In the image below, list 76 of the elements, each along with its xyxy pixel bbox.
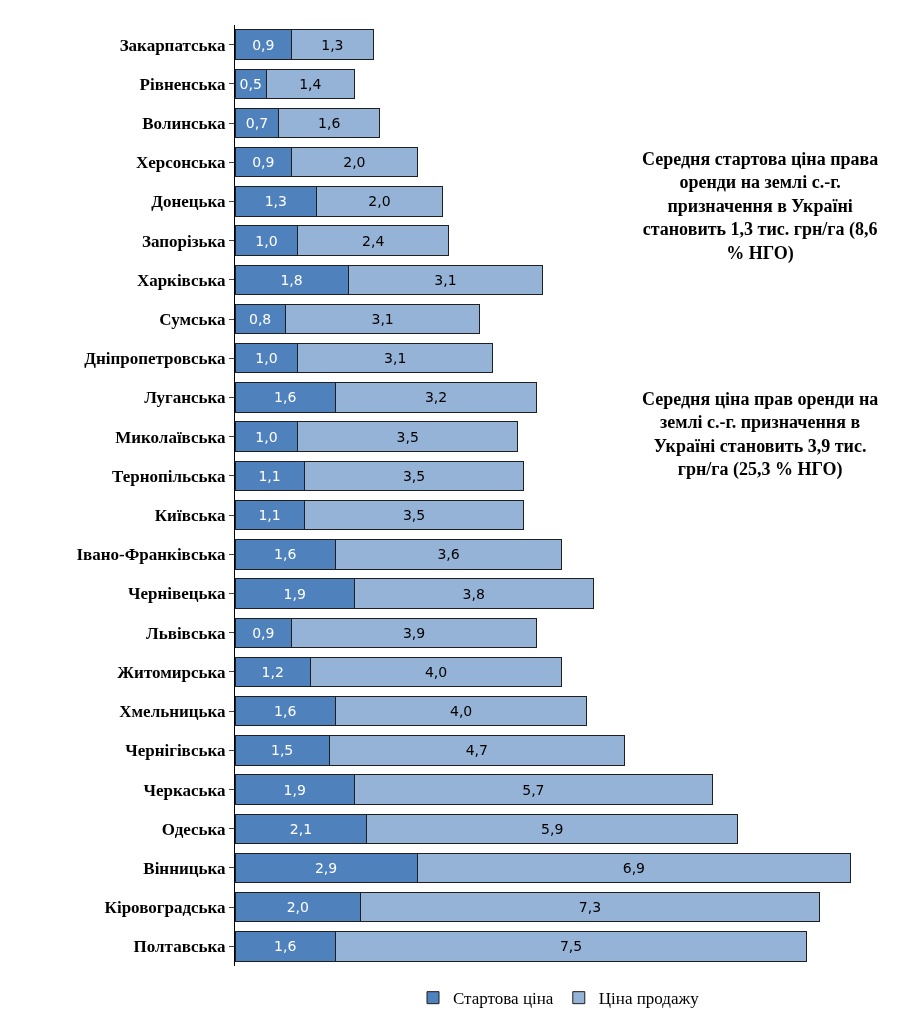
y-tick-label: Чернівецька <box>128 584 227 604</box>
y-tick-label: Харківська <box>136 270 227 290</box>
y-tick-label: Рівненська <box>139 74 227 94</box>
data-label: 1,0 <box>255 428 278 445</box>
data-label: 1,3 <box>321 36 344 53</box>
y-tick-label: Миколаївська <box>115 427 227 447</box>
y-tick-label: Житомирська <box>117 662 227 682</box>
data-label: 0,7 <box>245 115 269 132</box>
y-tick-label: Луганська <box>144 388 227 408</box>
data-label: 1,5 <box>270 742 294 759</box>
data-label: 1,2 <box>261 663 284 680</box>
y-tick-label: Львівська <box>146 623 227 643</box>
data-label: 1,4 <box>299 75 322 92</box>
y-tick-label: Полтавська <box>133 937 227 957</box>
y-tick-label: Запорізька <box>142 231 227 251</box>
data-label: 0,8 <box>248 311 272 328</box>
data-label: 3,2 <box>424 389 448 406</box>
annotation: Середня стартова ціна права оренди на землі с.-г. призначення в Україні становить 1,3 тис. грн/га (8,6 % НГО) <box>642 149 879 264</box>
data-label: 0,5 <box>239 75 262 92</box>
y-tick-label: Дніпропетровська <box>84 349 227 369</box>
data-label: 1,6 <box>318 115 341 132</box>
y-tick-label: Черкаська <box>143 780 227 800</box>
data-label: 2,0 <box>368 193 391 210</box>
y-tick-label: Одеська <box>161 819 227 839</box>
data-label: 4,0 <box>450 703 473 720</box>
y-tick-label: Тернопільська <box>111 466 227 486</box>
data-label: 3,5 <box>402 467 426 484</box>
data-label: 1,6 <box>274 703 297 720</box>
y-tick-label: Чернігівська <box>125 741 227 761</box>
data-label: 2,0 <box>286 899 309 916</box>
data-label: 5,9 <box>541 820 564 837</box>
data-label: 1,6 <box>274 389 297 406</box>
data-label: 0,9 <box>252 36 275 53</box>
data-label: 1,6 <box>274 546 297 563</box>
data-label: 3,5 <box>396 428 419 445</box>
data-label: 3,1 <box>384 350 407 367</box>
annotation: Середня ціна прав оренди на землі с.-г. призначення в Україні становить 3,9 тис. грн/га (25,3 % НГО) <box>642 389 879 481</box>
data-label: 3,6 <box>437 546 460 563</box>
y-tick-label: Кіровоградська <box>104 898 227 918</box>
data-label: 1,1 <box>258 467 281 484</box>
data-label: 3,1 <box>371 311 394 328</box>
legend-label: Стартова ціна <box>453 989 554 1009</box>
y-tick-label: Донецька <box>151 192 227 212</box>
data-label: 6,9 <box>622 859 646 876</box>
data-label: 1,1 <box>258 507 281 524</box>
data-label: 2,0 <box>343 154 366 171</box>
legend-label: Ціна продажу <box>598 989 700 1009</box>
data-label: 3,9 <box>402 624 426 641</box>
data-label: 1,3 <box>264 193 287 210</box>
data-label: 7,5 <box>559 938 583 955</box>
data-label: 1,6 <box>274 938 297 955</box>
data-label: 3,1 <box>434 271 457 288</box>
data-label: 1,8 <box>280 271 303 288</box>
y-tick-label: Київська <box>154 506 227 526</box>
data-label: 3,5 <box>402 507 426 524</box>
y-tick-label: Волинська <box>142 113 227 133</box>
data-label: 2,1 <box>289 820 313 837</box>
data-label: 5,7 <box>522 781 545 798</box>
data-label: 4,0 <box>424 663 448 680</box>
y-tick-label: Вінницька <box>143 858 227 878</box>
y-tick-label: Івано-Франківська <box>76 545 227 565</box>
data-label: 1,9 <box>283 781 306 798</box>
y-tick-label: Хмельницька <box>119 702 227 722</box>
y-tick-label: Закарпатська <box>119 35 227 55</box>
y-tick-label: Херсонська <box>135 153 227 173</box>
data-label: 2,9 <box>314 859 338 876</box>
data-label: 1,0 <box>255 350 278 367</box>
data-label: 1,9 <box>283 585 306 602</box>
data-label: 0,9 <box>252 154 275 171</box>
data-label: 7,3 <box>578 899 602 916</box>
data-label: 1,0 <box>255 232 278 249</box>
data-label: 0,9 <box>252 624 275 641</box>
data-label: 2,4 <box>362 232 385 249</box>
data-label: 3,8 <box>462 585 485 602</box>
y-tick-label: Сумська <box>159 310 227 330</box>
data-label: 4,7 <box>465 742 488 759</box>
